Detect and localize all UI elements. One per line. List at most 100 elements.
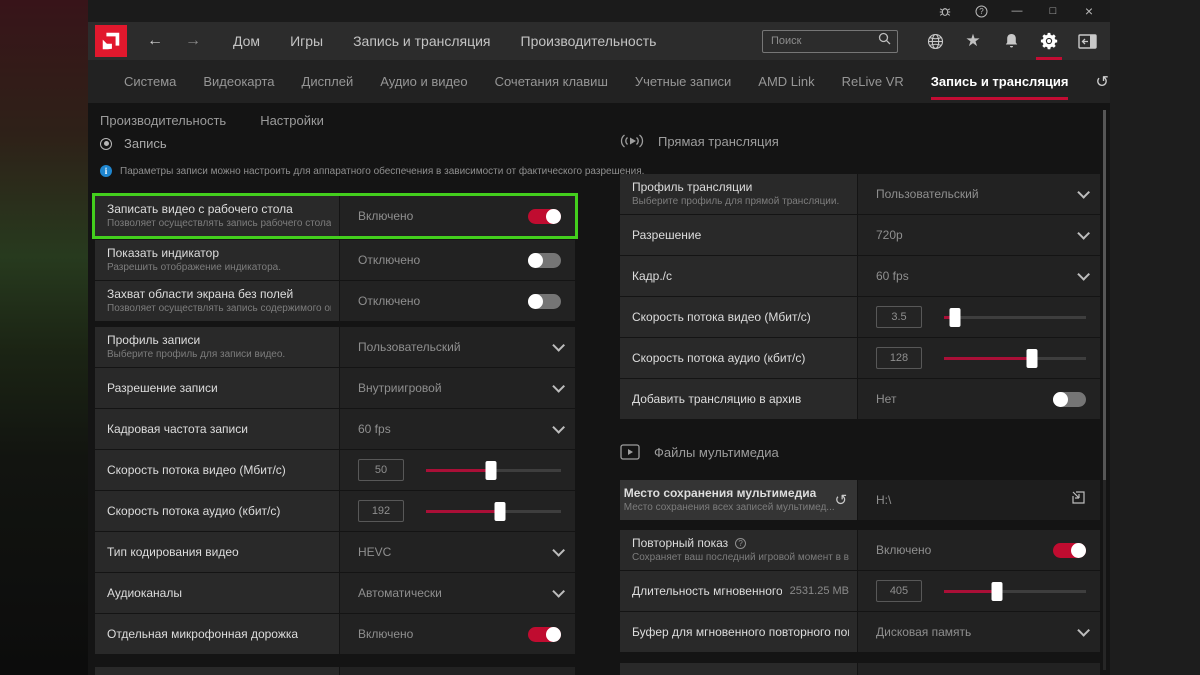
reset-location-icon[interactable]: ↺ (835, 491, 848, 509)
subtab-settings[interactable]: Настройки (260, 113, 324, 128)
desktop-backdrop-right (1110, 0, 1200, 675)
row-replay-buffer: Буфер для мгновенного повторного показа … (620, 612, 1100, 652)
row-separate-mic-track: Отдельная микрофонная дорожка Включено (95, 614, 575, 654)
tab-relive-vr[interactable]: ReLive VR (842, 60, 904, 103)
separate-mic-track-toggle[interactable] (528, 627, 561, 642)
svg-text:?: ? (979, 7, 984, 16)
stream-settings-list: Профиль трансляции Выберите профиль для … (620, 174, 1100, 420)
maximize-button[interactable]: □ (1046, 5, 1060, 17)
star-icon[interactable]: ★ (954, 31, 992, 51)
nav-item-games[interactable]: Игры (290, 33, 323, 49)
record-desktop-toggle[interactable] (528, 209, 561, 224)
row-record-desktop: Записать видео с рабочего стола Позволяе… (95, 196, 575, 236)
settings-tabbar: Система Видеокарта Дисплей Аудио и видео… (88, 60, 1110, 103)
chevron-down-icon (552, 339, 565, 352)
row-stream-fps: Кадр./с 60 fps (620, 256, 1100, 296)
browse-folder-icon[interactable] (1071, 490, 1086, 510)
row-media-save-location: Место сохранения мультимедиа Место сохра… (620, 480, 1100, 520)
media-save-path: H:\ (876, 493, 1071, 507)
reset-icon[interactable]: ↺ (1095, 72, 1108, 92)
help-circle-icon[interactable]: ? (735, 538, 746, 549)
tab-hotkeys[interactable]: Сочетания клавиш (495, 60, 608, 103)
row-video-bitrate: Скорость потока видео (Мбит/с) 50 (95, 450, 575, 490)
encoding-type-dropdown[interactable]: HEVC (340, 532, 575, 572)
desktop-backdrop-left (0, 0, 88, 675)
close-button[interactable]: × (1082, 3, 1096, 19)
tab-system[interactable]: Система (124, 60, 176, 103)
tab-gpu[interactable]: Видеокарта (203, 60, 274, 103)
replay-duration-input[interactable]: 405 (876, 580, 922, 602)
row-replay-duration: Длительность мгновенного повт... 2531.25… (620, 571, 1100, 611)
tab-display[interactable]: Дисплей (302, 60, 354, 103)
video-bitrate-input[interactable]: 50 (358, 459, 404, 481)
tab-accounts[interactable]: Учетные записи (635, 60, 731, 103)
archive-stream-toggle[interactable] (1053, 392, 1086, 407)
forward-arrow-icon[interactable]: → (185, 32, 201, 50)
audio-bitrate-input[interactable]: 192 (358, 500, 404, 522)
audio-channels-dropdown[interactable]: Автоматически (340, 573, 575, 613)
instant-replay-toggle[interactable] (1053, 543, 1086, 558)
video-bitrate-slider[interactable] (426, 469, 561, 472)
stream-audio-bitrate-slider[interactable] (944, 357, 1086, 360)
chevron-down-icon (1077, 227, 1090, 240)
row-archive-stream: Добавить трансляцию в архив Нет (620, 379, 1100, 419)
help-icon[interactable]: ? (974, 5, 988, 18)
replay-size-value: 2531.25 MB (790, 585, 849, 597)
amd-logo[interactable] (95, 25, 127, 57)
record-section-link[interactable]: Запись (100, 136, 167, 151)
stream-profile-dropdown[interactable]: Пользовательский (858, 174, 1100, 214)
gear-icon[interactable] (1030, 32, 1068, 50)
recording-resolution-dropdown[interactable]: Внутриигровой (340, 368, 575, 408)
search-input[interactable] (763, 35, 878, 47)
replay-buffer-dropdown[interactable]: Дисковая память (858, 612, 1100, 652)
nav-item-record-stream[interactable]: Запись и трансляция (353, 33, 490, 49)
chevron-down-icon (1077, 624, 1090, 637)
media-section-header: Файлы мультимедиа (620, 444, 779, 460)
tab-amd-link[interactable]: AMD Link (758, 60, 814, 103)
chevron-down-icon (552, 544, 565, 557)
stream-audio-bitrate-input[interactable]: 128 (876, 347, 922, 369)
recording-profile-dropdown[interactable]: Пользовательский (340, 327, 575, 367)
stream-fps-dropdown[interactable]: 60 fps (858, 256, 1100, 296)
screenshot-stage: ? — □ × ← → Дом Игры Запись и трансляция (0, 0, 1200, 675)
search-icon[interactable] (878, 32, 891, 50)
bell-icon[interactable] (992, 33, 1030, 49)
content-scrollbar[interactable] (1103, 110, 1106, 670)
row-value: Включено (358, 209, 528, 223)
row-borderless-capture: Захват области экрана без полей Позволяе… (95, 281, 575, 321)
recording-fps-dropdown[interactable]: 60 fps (340, 409, 575, 449)
row-stream-profile: Профиль трансляции Выберите профиль для … (620, 174, 1100, 214)
tab-audio-video[interactable]: Аудио и видео (380, 60, 467, 103)
chevron-down-icon (552, 380, 565, 393)
audio-bitrate-slider[interactable] (426, 510, 561, 513)
nav-item-performance[interactable]: Производительность (521, 33, 657, 49)
scrollbar-thumb[interactable] (1103, 110, 1106, 480)
broadcast-icon (620, 133, 644, 149)
replay-duration-slider[interactable] (944, 590, 1086, 593)
borderless-capture-toggle[interactable] (528, 294, 561, 309)
minimize-button[interactable]: — (1010, 5, 1024, 17)
tab-record-stream[interactable]: Запись и трансляция (931, 60, 1069, 103)
sidebar-panel-icon[interactable] (1068, 34, 1106, 49)
stream-video-bitrate-input[interactable]: 3.5 (876, 306, 922, 328)
radeon-software-window: ? — □ × ← → Дом Игры Запись и трансляция (88, 0, 1110, 675)
back-arrow-icon[interactable]: ← (147, 32, 163, 50)
stream-video-bitrate-slider[interactable] (944, 316, 1086, 319)
row-subtitle: Позволяет осуществлять запись рабочего с… (107, 218, 331, 230)
show-indicator-toggle[interactable] (528, 253, 561, 268)
recording-settings-list: Записать видео с рабочего стола Позволяе… (95, 196, 575, 655)
row-label: Записать видео с рабочего стола (107, 202, 331, 216)
bug-report-icon[interactable] (938, 5, 952, 17)
chevron-down-icon (1077, 186, 1090, 199)
nav-item-home[interactable]: Дом (233, 33, 260, 49)
row-stream-resolution: Разрешение 720p (620, 215, 1100, 255)
chevron-down-icon (552, 585, 565, 598)
stream-resolution-dropdown[interactable]: 720p (858, 215, 1100, 255)
globe-icon[interactable] (916, 33, 954, 50)
row-stream-audio-bitrate: Скорость потока аудио (кбит/с) 128 (620, 338, 1100, 378)
nav-menu: Дом Игры Запись и трансляция Производите… (233, 33, 656, 49)
info-icon: i (100, 165, 112, 177)
row-audio-bitrate: Скорость потока аудио (кбит/с) 192 (95, 491, 575, 531)
clipped-row (95, 667, 575, 675)
subtab-performance[interactable]: Производительность (100, 113, 226, 128)
